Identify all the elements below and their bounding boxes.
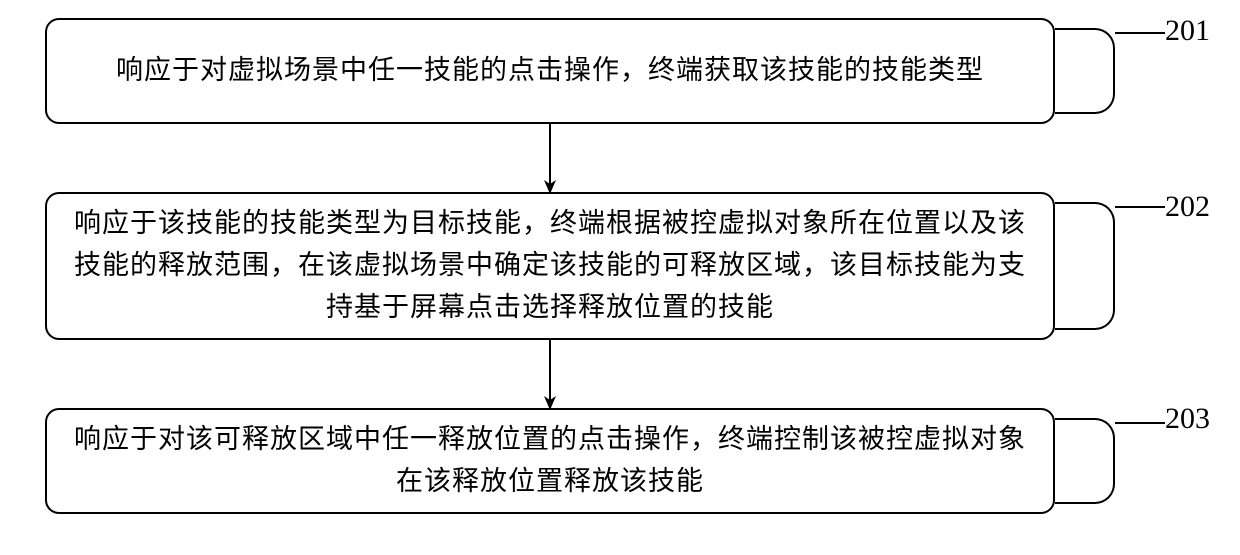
- bracket-201: [1055, 28, 1115, 114]
- flow-node-text: 响应于该技能的技能类型为目标技能，终端根据被控虚拟对象所在位置以及该技能的释放范…: [67, 203, 1033, 329]
- step-label-202: 202: [1165, 190, 1210, 224]
- bracket-tail-201: [1115, 32, 1165, 34]
- bracket-202: [1055, 202, 1115, 330]
- step-label-201: 201: [1165, 14, 1210, 48]
- flow-node-text: 响应于对该可释放区域中任一释放位置的点击操作，终端控制该被控虚拟对象在该释放位置…: [67, 419, 1033, 503]
- flow-node-text: 响应于对虚拟场景中任一技能的点击操作，终端获取该技能的技能类型: [116, 50, 984, 92]
- flow-node-201: 响应于对虚拟场景中任一技能的点击操作，终端获取该技能的技能类型: [45, 18, 1055, 124]
- step-label-203: 203: [1165, 402, 1210, 436]
- bracket-tail-202: [1115, 206, 1165, 208]
- flow-node-203: 响应于对该可释放区域中任一释放位置的点击操作，终端控制该被控虚拟对象在该释放位置…: [45, 408, 1055, 514]
- flowchart-canvas: 响应于对虚拟场景中任一技能的点击操作，终端获取该技能的技能类型 响应于该技能的技…: [0, 0, 1240, 555]
- bracket-tail-203: [1115, 422, 1165, 424]
- bracket-203: [1055, 418, 1115, 504]
- flow-node-202: 响应于该技能的技能类型为目标技能，终端根据被控虚拟对象所在位置以及该技能的释放范…: [45, 192, 1055, 340]
